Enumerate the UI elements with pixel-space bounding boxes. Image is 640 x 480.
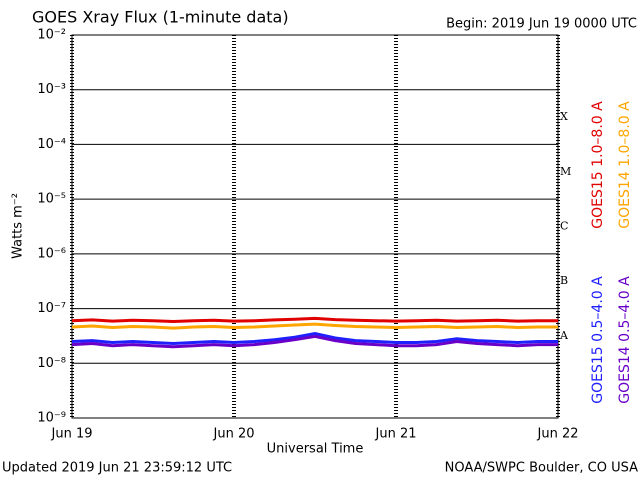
series-line: [71, 334, 558, 349]
y-tick-label: 10⁻⁵: [37, 192, 66, 207]
y-tick-label: 10⁻⁷: [37, 301, 66, 316]
legend-entry: GOES14 0.5–4.0 A: [617, 276, 633, 404]
footer-left: Updated 2019 Jun 21 23:59:12 UTC: [2, 461, 232, 476]
series-line: [71, 322, 558, 330]
chart-title: GOES Xray Flux (1-minute data): [32, 8, 289, 27]
y-axis-label: Watts m⁻²: [11, 193, 26, 259]
y-tick-label: 10⁻⁸: [37, 356, 66, 371]
flare-class-label: X: [560, 110, 568, 123]
plot-frame: [71, 34, 559, 419]
footer-right: NOAA/SWPC Boulder, CO USA: [445, 461, 638, 476]
flare-class-label: M: [560, 165, 571, 178]
series-line: [71, 316, 558, 324]
y-tick-label: 10⁻²: [37, 28, 66, 43]
chart-subtitle: Begin: 2019 Jun 19 0000 UTC: [446, 17, 637, 32]
x-tick-label: Jun 21: [375, 427, 417, 442]
y-tick-label: 10⁻⁹: [37, 411, 66, 426]
x-axis-label: Universal Time: [267, 442, 364, 457]
series-line: [71, 331, 558, 346]
flare-class-label: C: [560, 220, 568, 233]
legend-entry: GOES15 0.5–4.0 A: [590, 276, 606, 404]
y-tick-label: 10⁻⁴: [37, 137, 66, 152]
x-tick-label: Jun 19: [51, 427, 93, 442]
x-tick-label: Jun 22: [537, 427, 579, 442]
y-tick-label: 10⁻³: [37, 82, 66, 97]
flare-class-label: B: [560, 274, 568, 287]
flare-class-label: A: [559, 329, 569, 342]
y-tick-label: 10⁻⁶: [37, 246, 66, 261]
legend-entry: GOES15 1.0–8.0 A: [590, 101, 606, 229]
legend-entry: GOES14 1.0–8.0 A: [617, 101, 633, 229]
x-tick-label: Jun 20: [213, 427, 255, 442]
